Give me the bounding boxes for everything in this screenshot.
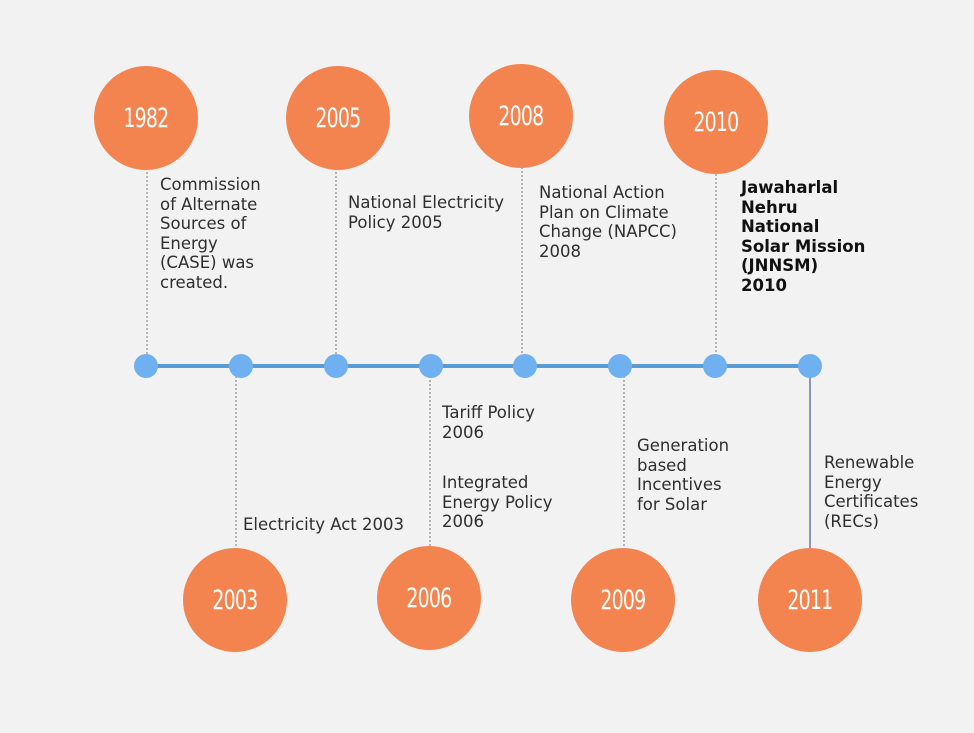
year-circle-2008: 2008 xyxy=(469,64,573,168)
year-circle-2009: 2009 xyxy=(571,548,675,652)
timeline-node-2005 xyxy=(324,354,348,378)
timeline-node-2011 xyxy=(798,354,822,378)
event-label-2006-integrated: Integrated Energy Policy 2006 xyxy=(442,473,553,531)
event-label-2006-tariff: Tariff Policy 2006 xyxy=(442,403,535,442)
timeline-node-2003 xyxy=(229,354,253,378)
year-label-2011: 2011 xyxy=(787,584,833,616)
year-label-2010: 2010 xyxy=(693,106,739,138)
event-label-2009: Generation based Incentives for Solar xyxy=(637,436,730,514)
timeline-node-2009 xyxy=(608,354,632,378)
year-label-2005: 2005 xyxy=(315,102,361,134)
year-label-2008: 2008 xyxy=(498,100,544,132)
event-label-2010: Jawaharlal Nehru National Solar Mission … xyxy=(741,178,866,295)
year-label-1982: 1982 xyxy=(123,102,169,134)
event-label-1982: Commission of Alternate Sources of Energ… xyxy=(160,175,261,292)
year-circle-2010: 2010 xyxy=(664,70,768,174)
timeline-node-2010 xyxy=(703,354,727,378)
year-circle-2011: 2011 xyxy=(758,548,862,652)
timeline-node-2006 xyxy=(419,354,443,378)
event-label-2011: Renewable Energy Certificates (RECs) xyxy=(824,453,919,531)
year-circle-2006: 2006 xyxy=(377,546,481,650)
event-label-2003: Electricity Act 2003 xyxy=(243,515,404,534)
year-circle-2005: 2005 xyxy=(286,66,390,170)
year-label-2003: 2003 xyxy=(212,584,258,616)
event-label-2008: National Action Plan on Climate Change (… xyxy=(539,183,677,261)
event-label-2005: National Electricity Policy 2005 xyxy=(348,193,504,232)
timeline-node-2008 xyxy=(513,354,537,378)
year-circle-1982: 1982 xyxy=(94,66,198,170)
year-circle-2003: 2003 xyxy=(183,548,287,652)
year-label-2006: 2006 xyxy=(406,582,452,614)
year-label-2009: 2009 xyxy=(600,584,646,616)
timeline-node-1982 xyxy=(134,354,158,378)
